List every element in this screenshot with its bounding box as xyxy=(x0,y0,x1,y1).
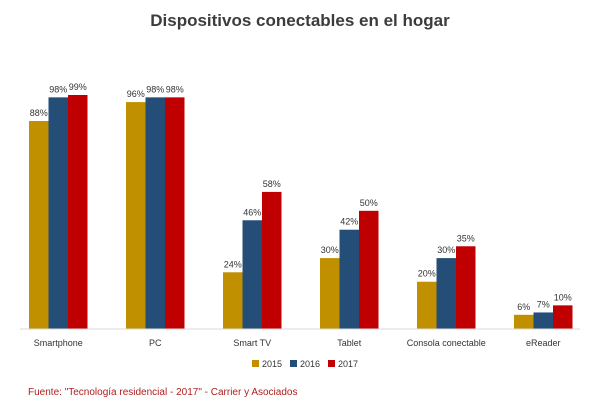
bar-tablet-2015 xyxy=(320,258,340,329)
bar-ereader-2016 xyxy=(533,312,553,329)
data-label: 99% xyxy=(69,82,87,92)
data-label: 98% xyxy=(49,84,67,94)
data-label: 96% xyxy=(127,89,145,99)
bar-ereader-2017 xyxy=(553,305,573,329)
legend: 2015 2016 2017 xyxy=(252,359,358,369)
data-label: 58% xyxy=(263,179,281,189)
category-label: Smartphone xyxy=(34,338,83,348)
bar-tablet-2017 xyxy=(359,210,379,329)
bar-pc-2015 xyxy=(126,102,146,329)
legend-label-2015: 2015 xyxy=(262,359,282,369)
data-label: 42% xyxy=(340,217,358,227)
bar-consola-conectable-2016 xyxy=(436,258,456,329)
legend-swatch-2016 xyxy=(290,360,297,367)
category-label: Tablet xyxy=(337,338,362,348)
bar-pc-2016 xyxy=(145,97,165,329)
chart-title: Dispositivos conectables en el hogar xyxy=(150,11,450,30)
legend-swatch-2015 xyxy=(252,360,259,367)
bar-smart-tv-2017 xyxy=(262,191,282,329)
legend-swatch-2017 xyxy=(328,360,335,367)
data-label: 24% xyxy=(224,259,242,269)
data-label: 98% xyxy=(166,84,184,94)
category-label: eReader xyxy=(526,338,561,348)
bar-pc-2017 xyxy=(165,97,185,329)
source-note: Fuente: "Tecnología residencial - 2017" … xyxy=(28,387,298,398)
data-label: 20% xyxy=(418,269,436,279)
bar-consola-conectable-2017 xyxy=(456,246,476,329)
bar-smartphone-2016 xyxy=(48,97,68,329)
data-label: 30% xyxy=(437,245,455,255)
bar-smart-tv-2015 xyxy=(223,272,243,329)
bar-smartphone-2017 xyxy=(68,95,88,329)
bar-consola-conectable-2015 xyxy=(417,281,437,329)
category-label: PC xyxy=(149,338,162,348)
category-label: Smart TV xyxy=(233,338,271,348)
bars-layer xyxy=(29,95,573,329)
category-label: Consola conectable xyxy=(407,338,486,348)
bar-smart-tv-2016 xyxy=(242,220,262,329)
bar-smartphone-2015 xyxy=(29,121,49,329)
data-label: 35% xyxy=(457,233,475,243)
data-labels-layer: 88%98% 99%96% 98% 98%24%46%58%30%42%50%20%3… xyxy=(30,82,572,312)
data-label: 10% xyxy=(554,292,572,302)
data-label: 46% xyxy=(243,207,261,217)
data-label: 7% xyxy=(537,299,550,309)
data-label: 30% xyxy=(321,245,339,255)
bar-tablet-2016 xyxy=(339,229,359,329)
legend-label-2016: 2016 xyxy=(300,359,320,369)
bar-ereader-2015 xyxy=(514,314,534,329)
category-labels-layer: Smartphone PC Smart TV Tablet Consola conect… xyxy=(34,338,561,348)
data-label: 98% xyxy=(146,84,164,94)
legend-label-2017: 2017 xyxy=(338,359,358,369)
data-label: 88% xyxy=(30,108,48,118)
data-label: 50% xyxy=(360,198,378,208)
data-label: 6% xyxy=(517,302,530,312)
